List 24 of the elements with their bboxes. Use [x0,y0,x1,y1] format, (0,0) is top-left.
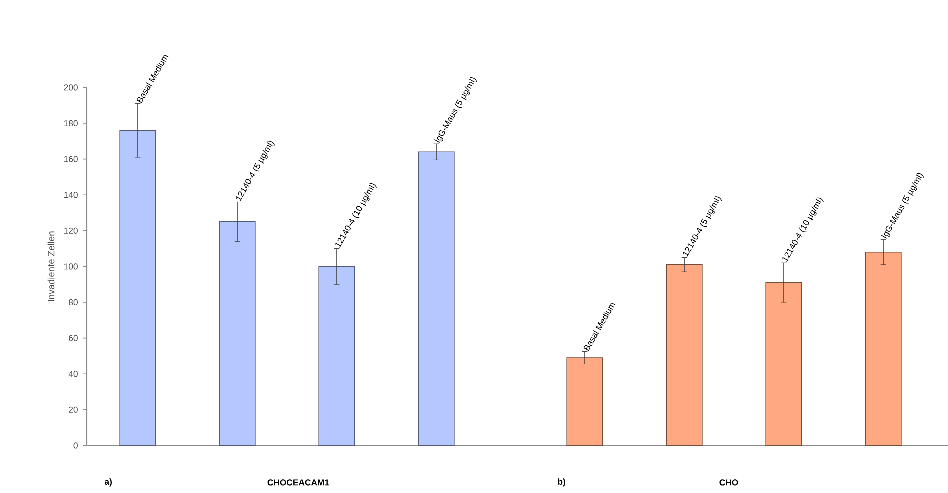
y-tick-label: 160 [64,156,78,162]
bar [318,266,356,446]
x-axis-title: CHO [720,480,738,486]
y-tick-label: 0 [74,442,78,449]
text: a) [104,478,112,487]
y-tick-label: 40 [68,371,78,378]
y-tick-label: 60 [69,335,78,342]
bar [865,252,902,446]
text: b) [558,478,566,487]
y-tick-label: 200 [64,84,78,91]
y-tick-label: 180 [64,120,78,127]
x-axis-title: CHOCEACAM1 [268,480,330,486]
bar [566,358,604,446]
bar [120,130,156,446]
bar [418,152,455,446]
y-tick-label: 100 [64,264,78,270]
bar [666,264,703,446]
bar [766,282,802,446]
y-tick-label: 140 [64,192,78,198]
bar [219,222,256,446]
y-tick-label: 80 [69,299,78,306]
y-axis-title: Invadiente Zellen [48,232,55,302]
y-tick-label: 20 [69,406,78,413]
y-tick-label: 120 [64,228,78,234]
